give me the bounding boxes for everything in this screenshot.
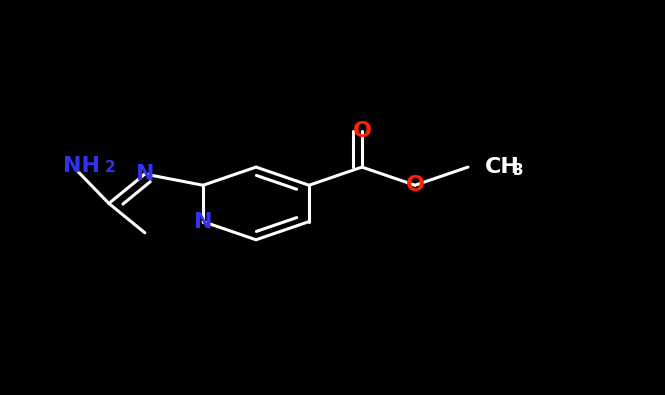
Text: O: O	[406, 175, 424, 195]
Text: 3: 3	[513, 163, 524, 178]
Text: 2: 2	[105, 160, 116, 175]
Text: NH: NH	[63, 156, 100, 176]
Text: O: O	[352, 121, 372, 141]
Text: N: N	[194, 212, 212, 231]
Text: CH: CH	[485, 157, 519, 177]
Text: N: N	[136, 164, 154, 184]
